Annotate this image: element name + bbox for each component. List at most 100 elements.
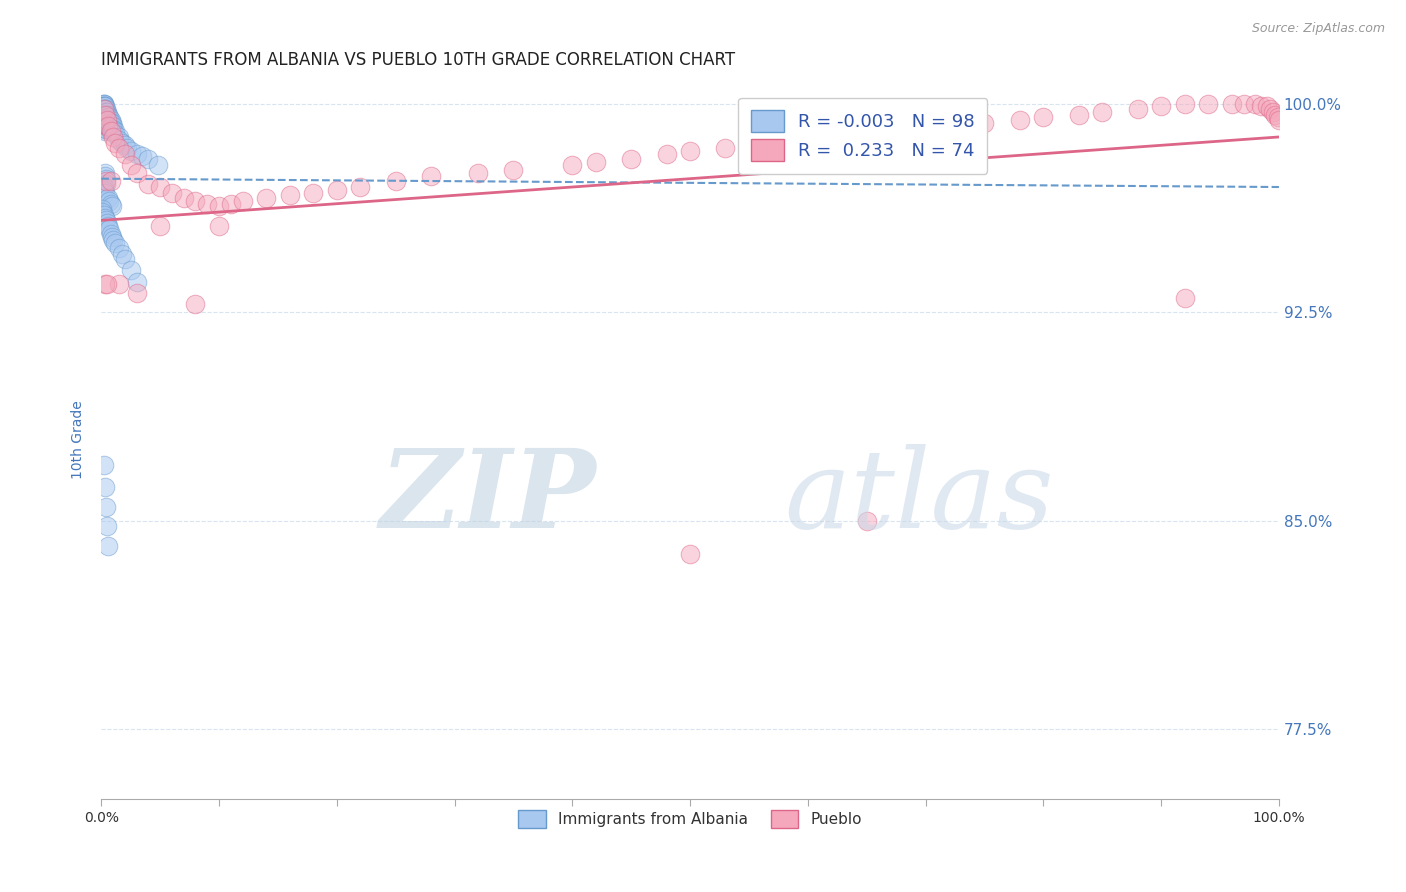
Point — [115, 141, 138, 155]
Point — [96, 113, 118, 128]
Point — [232, 194, 254, 208]
Point — [655, 146, 678, 161]
Point — [302, 186, 325, 200]
Point — [1264, 108, 1286, 122]
Point — [108, 133, 131, 147]
Point — [93, 458, 115, 472]
Point — [160, 186, 183, 200]
Point — [114, 146, 136, 161]
Point — [98, 113, 121, 128]
Point — [93, 211, 115, 225]
Point — [94, 178, 117, 192]
Legend: Immigrants from Albania, Pueblo: Immigrants from Albania, Pueblo — [512, 805, 868, 834]
Point — [125, 285, 148, 300]
Point — [94, 171, 117, 186]
Point — [101, 121, 124, 136]
Point — [101, 121, 124, 136]
Point — [93, 104, 115, 119]
Point — [679, 144, 702, 158]
Point — [93, 99, 115, 113]
Point — [1008, 113, 1031, 128]
Point — [93, 102, 115, 116]
Point — [104, 235, 127, 250]
Point — [93, 119, 115, 133]
Point — [146, 158, 169, 172]
Point — [384, 174, 406, 188]
Point — [94, 102, 117, 116]
Point — [98, 221, 121, 235]
Point — [104, 127, 127, 141]
Point — [101, 230, 124, 244]
Point — [1258, 102, 1281, 116]
Point — [94, 113, 117, 128]
Point — [94, 500, 117, 514]
Point — [97, 219, 120, 233]
Point — [120, 263, 142, 277]
Point — [94, 174, 117, 188]
Point — [93, 96, 115, 111]
Point — [93, 183, 115, 197]
Point — [94, 111, 117, 125]
Point — [467, 166, 489, 180]
Point — [125, 146, 148, 161]
Point — [100, 196, 122, 211]
Point — [98, 119, 121, 133]
Point — [93, 99, 115, 113]
Point — [114, 252, 136, 267]
Point — [797, 133, 820, 147]
Point — [208, 219, 231, 233]
Point — [93, 186, 115, 200]
Point — [114, 138, 136, 153]
Point — [149, 180, 172, 194]
Point — [93, 96, 115, 111]
Text: Source: ZipAtlas.com: Source: ZipAtlas.com — [1251, 22, 1385, 36]
Point — [131, 149, 153, 163]
Point — [91, 205, 114, 219]
Point — [93, 113, 115, 128]
Point — [104, 136, 127, 150]
Point — [96, 108, 118, 122]
Point — [93, 166, 115, 180]
Point — [96, 216, 118, 230]
Point — [96, 104, 118, 119]
Point — [94, 116, 117, 130]
Point — [891, 124, 914, 138]
Point — [93, 108, 115, 122]
Point — [1174, 291, 1197, 305]
Point — [420, 169, 443, 183]
Point — [91, 202, 114, 217]
Point — [136, 178, 159, 192]
Point — [101, 233, 124, 247]
Point — [254, 191, 277, 205]
Point — [1268, 113, 1291, 128]
Point — [97, 191, 120, 205]
Point — [93, 96, 115, 111]
Point — [111, 246, 134, 260]
Point — [125, 166, 148, 180]
Point — [773, 136, 796, 150]
Point — [326, 183, 349, 197]
Point — [93, 116, 115, 130]
Point — [1067, 108, 1090, 122]
Point — [93, 169, 115, 183]
Point — [93, 99, 115, 113]
Point — [94, 119, 117, 133]
Point — [94, 104, 117, 119]
Point — [108, 130, 131, 145]
Point — [96, 519, 118, 533]
Point — [100, 227, 122, 242]
Point — [97, 108, 120, 122]
Point — [738, 138, 761, 153]
Point — [100, 124, 122, 138]
Point — [101, 119, 124, 133]
Point — [93, 104, 115, 119]
Point — [679, 547, 702, 561]
Point — [94, 108, 117, 122]
Point — [97, 119, 120, 133]
Point — [149, 219, 172, 233]
Point — [136, 152, 159, 166]
Point — [104, 124, 127, 138]
Point — [96, 277, 118, 292]
Point — [714, 141, 737, 155]
Point — [93, 102, 115, 116]
